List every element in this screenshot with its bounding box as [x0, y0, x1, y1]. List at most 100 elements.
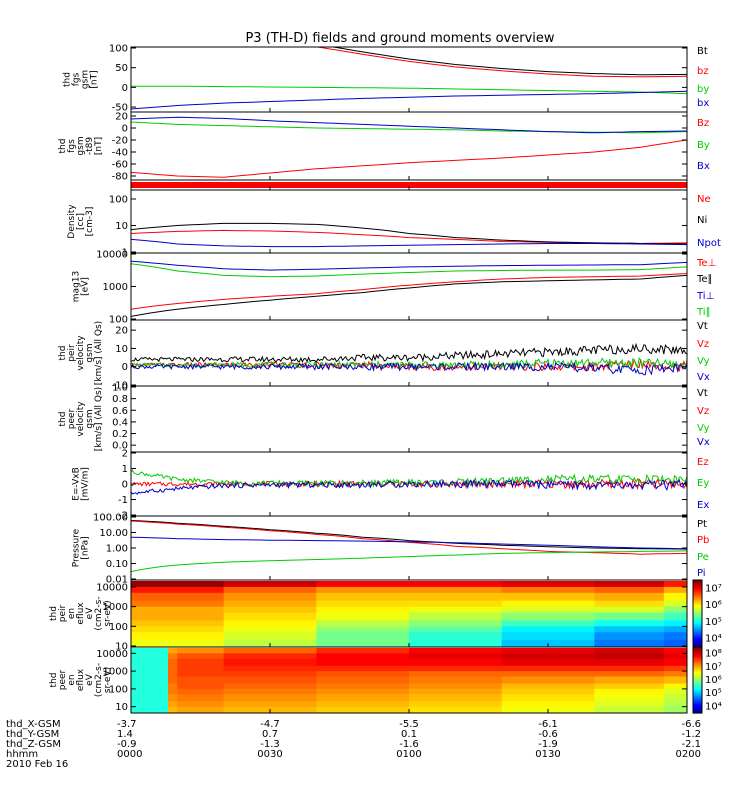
colorbar-segment [693, 684, 702, 688]
y-axis-label-line: (cm2-s- [94, 596, 104, 630]
spectrogram-cell [594, 620, 665, 627]
y-tick-label: 10000 [96, 649, 128, 660]
spectrogram-cell [501, 581, 595, 588]
spectrogram-cell [316, 665, 410, 672]
footer-tick-value: -4.7 [260, 719, 280, 730]
panel-pressure: 100.00 10.00 1.00 0.10 0.01 Pressure [nPa] Pt Pb… [72, 513, 710, 586]
colorbar-segment [693, 696, 702, 699]
spectrogram-cell [131, 612, 225, 621]
series-line-bx [131, 90, 687, 110]
spectrogram-cell [223, 658, 317, 667]
y-axis-label: Density [cc] [cm-3] [67, 204, 95, 239]
colorbar-segment [693, 650, 702, 653]
legend-entry: Vx [697, 437, 710, 448]
colorbar-segment [693, 643, 702, 646]
colorbar-segment [693, 601, 702, 605]
footer-tick-value: -6.6 [681, 719, 701, 730]
colorbar-tick-label: 10⁷ [705, 662, 722, 673]
spectrogram-cell [131, 640, 225, 647]
y-tick-label: 10000 [96, 582, 128, 593]
series-lines [131, 260, 687, 317]
footer-tick-value: -1.6 [399, 739, 419, 750]
spectrogram-cell [594, 688, 665, 695]
colorbar-segment [693, 661, 702, 665]
spectrogram-cell [501, 683, 595, 690]
legend-entry: Ti⊥ [696, 291, 714, 302]
spectrogram-cell [501, 701, 595, 708]
legend-entry: Ne [697, 194, 711, 205]
series-line-Ni [131, 222, 687, 245]
legend-entry: Te⊥ [696, 258, 716, 269]
spectrogram-cell [409, 620, 503, 627]
y-axis-label-line: peer [67, 408, 77, 429]
legend-entry: Ex [697, 500, 709, 511]
y-axis-label-line: peir [58, 604, 68, 622]
colorbar-segment [693, 588, 702, 591]
footer-row-label: thd_Z-GSM [6, 739, 61, 750]
colorbar-segment [693, 618, 702, 621]
colorbar-segment [693, 691, 702, 694]
colorbar-segment [693, 600, 702, 603]
y-axis-label-line: peir [67, 344, 77, 362]
spectrogram-cell [177, 658, 225, 667]
series-line-Bz [131, 139, 687, 178]
footer-tick-value: 0200 [676, 749, 701, 760]
colorbar-segment [693, 640, 702, 643]
spectrogram-cell [409, 653, 503, 660]
spectrogram-cell [223, 586, 317, 594]
colorbar-tick-label: 10⁶ [705, 600, 722, 611]
spectrogram-cell [594, 665, 665, 672]
spectrogram-cell [168, 688, 178, 695]
spectrogram-cell [316, 632, 410, 641]
y-tick-label: 1 [122, 248, 128, 259]
panel-peir-velocity: 20 10 0 -10 thd peir velocity gsm [km/s] (All Qs… [58, 319, 710, 392]
spectrogram-cell [131, 701, 169, 708]
spectrogram-cell [594, 701, 665, 708]
y-tick-label: 1 [122, 464, 128, 475]
y-axis-label-line: [nPa] [81, 536, 91, 559]
spectrogram-cell [663, 671, 687, 677]
spectrogram-cell [409, 586, 503, 594]
footer-tick-value: 0130 [535, 749, 560, 760]
y-axis-label-line: [eV] [81, 277, 91, 296]
colorbar-frame [692, 646, 703, 714]
series-line-Vy [131, 357, 687, 371]
spectrogram-cell [223, 581, 317, 588]
legend-entry: Bz [697, 118, 709, 129]
y-axis-label-line: sr-eV) [103, 667, 113, 693]
colorbar-segment [693, 670, 702, 673]
spectrogram-cell [177, 653, 225, 660]
y-axis-label-line: thd [58, 139, 68, 154]
colorbar-tick-label: 10⁴ [705, 701, 722, 712]
y-axis-label-line: mag13 [72, 271, 82, 302]
spectrogram-cell [409, 676, 503, 685]
y-axis-label-line: thd [58, 412, 68, 427]
footer-row-label: thd_Y-GSM [6, 729, 59, 740]
colorbar-segment [693, 613, 702, 616]
spectrogram-cell [663, 632, 687, 641]
spectrogram-cell [501, 653, 595, 660]
spectrogram-cell [316, 648, 410, 654]
spectrogram-cell [409, 581, 503, 588]
spectrogram-cell [409, 648, 503, 654]
series-line-Vx [131, 361, 687, 376]
y-axis-label-line: [cm-3] [85, 207, 95, 237]
legend-entry: Vx [697, 372, 710, 383]
colorbar-segment [693, 693, 702, 696]
legend-entry: Bx [697, 161, 710, 172]
spectrogram-cell [409, 706, 503, 713]
spectrogram-cell [501, 671, 595, 677]
spectrogram-cell [663, 612, 687, 621]
y-tick-label: 10 [115, 344, 128, 355]
y-axis-label-line: velocity [76, 335, 86, 371]
spectrogram-cell [663, 683, 687, 690]
colorbar-segment [693, 665, 702, 668]
colorbar-segment [693, 711, 702, 714]
colorbar-segment [693, 591, 702, 594]
colorbar-segment [693, 605, 702, 608]
colorbar-segment [693, 636, 702, 640]
y-axis-label-line: -t89 [85, 137, 95, 156]
colorbar: 10⁸ 10⁷ 10⁶ 10⁵ 10⁴ [692, 646, 722, 714]
spectrogram-cell [409, 671, 503, 677]
panel-peir-en-eflux: 10⁷ 10⁶ 10⁵ 10⁴ 10000 1000 100 10 thd peir en eflux… [49, 579, 722, 653]
